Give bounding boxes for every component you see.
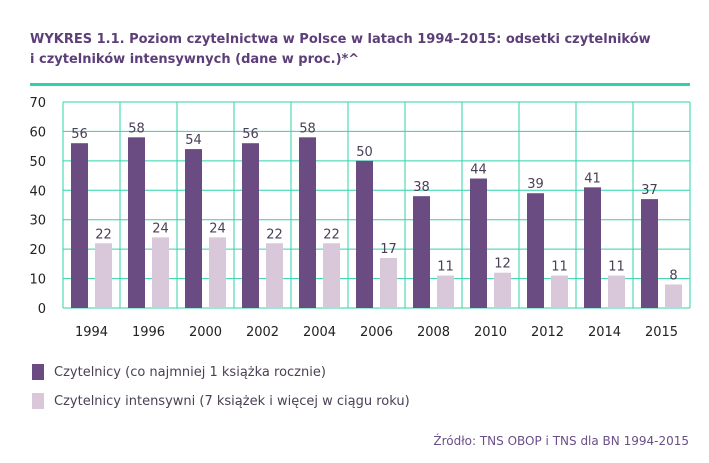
data-label-readers-2002: 56 — [242, 127, 259, 142]
bar-intensive-readers-1996 — [152, 237, 169, 308]
data-label-intensive-readers-2006: 17 — [380, 242, 397, 257]
bar-readers-2014 — [584, 187, 601, 308]
legend-item-readers: Czytelnicy (co najmniej 1 książka roczni… — [32, 363, 326, 381]
legend-swatch-intensive-readers — [32, 393, 44, 409]
bar-chart: 0 10 20 30 40 50 60 70 56 22 1994 58 24 1996 54 24 2000 5… — [29, 96, 691, 340]
data-label-intensive-readers-1996: 24 — [152, 221, 169, 236]
bar-intensive-readers-2000 — [209, 237, 226, 308]
legend-label-readers: Czytelnicy (co najmniej 1 książka roczni… — [54, 364, 326, 380]
data-label-readers-2010: 44 — [470, 163, 487, 178]
data-label-intensive-readers-2002: 22 — [266, 227, 283, 242]
bar-readers-1994 — [71, 143, 88, 308]
y-tick-label-0: 0 — [38, 302, 46, 317]
x-tick-label-2010: 2010 — [474, 325, 507, 340]
x-tick-label-1994: 1994 — [75, 325, 108, 340]
bar-readers-2004 — [299, 137, 316, 308]
bar-intensive-readers-2002 — [266, 243, 283, 308]
y-tick-label-10: 10 — [29, 273, 46, 288]
y-tick-label-20: 20 — [29, 243, 46, 258]
data-label-readers-2006: 50 — [356, 145, 373, 160]
data-label-intensive-readers-2015: 8 — [669, 268, 677, 283]
source-note: Źródło: TNS OBOP i TNS dla BN 1994-2015 — [433, 434, 689, 448]
data-label-intensive-readers-1994: 22 — [95, 227, 112, 242]
legend-label-intensive-readers: Czytelnicy intensywni (7 książek i więce… — [54, 393, 410, 409]
x-tick-label-2002: 2002 — [246, 325, 279, 340]
data-label-intensive-readers-2012: 11 — [551, 260, 568, 275]
data-label-intensive-readers-2010: 12 — [494, 257, 511, 272]
bar-readers-1996 — [128, 137, 145, 308]
bar-intensive-readers-2010 — [494, 272, 511, 308]
title-divider — [30, 83, 690, 86]
bar-intensive-readers-2014 — [608, 275, 625, 308]
bar-readers-2008 — [413, 196, 430, 308]
x-tick-label-2014: 2014 — [588, 325, 621, 340]
x-tick-label-1996: 1996 — [132, 325, 165, 340]
data-label-readers-2015: 37 — [641, 183, 658, 198]
y-tick-label-50: 50 — [29, 155, 46, 170]
chart-title: WYKRES 1.1. Poziom czytelnictwa w Polsce… — [30, 30, 690, 70]
bar-intensive-readers-2004 — [323, 243, 340, 308]
data-label-intensive-readers-2004: 22 — [323, 227, 340, 242]
y-tick-label-40: 40 — [29, 184, 46, 199]
x-tick-label-2012: 2012 — [531, 325, 564, 340]
x-tick-label-2015: 2015 — [645, 325, 678, 340]
bar-intensive-readers-1994 — [95, 243, 112, 308]
bar-readers-2010 — [470, 178, 487, 308]
y-tick-label-30: 30 — [29, 214, 46, 229]
bar-readers-2006 — [356, 160, 373, 308]
bar-intensive-readers-2012 — [551, 275, 568, 308]
chart-title-line-1: WYKRES 1.1. Poziom czytelnictwa w Polsce… — [30, 32, 651, 47]
legend-item-intensive-readers: Czytelnicy intensywni (7 książek i więce… — [32, 392, 410, 410]
data-label-readers-2012: 39 — [527, 177, 544, 192]
data-label-intensive-readers-2008: 11 — [437, 260, 454, 275]
y-tick-label-60: 60 — [29, 125, 46, 140]
data-label-readers-2004: 58 — [299, 121, 316, 136]
x-tick-label-2006: 2006 — [360, 325, 393, 340]
bar-intensive-readers-2006 — [380, 257, 397, 308]
chart-title-line-2: i czytelników intensywnych (dane w proc.… — [30, 52, 360, 67]
data-label-intensive-readers-2000: 24 — [209, 221, 226, 236]
bar-intensive-readers-2008 — [437, 275, 454, 308]
bar-readers-2000 — [185, 149, 202, 308]
x-tick-label-2008: 2008 — [417, 325, 450, 340]
bar-readers-2012 — [527, 193, 544, 308]
data-label-intensive-readers-2014: 11 — [608, 260, 625, 275]
bar-readers-2015 — [641, 199, 658, 308]
y-tick-label-70: 70 — [29, 96, 46, 111]
data-label-readers-1994: 56 — [71, 127, 88, 142]
data-label-readers-2008: 38 — [413, 180, 430, 195]
x-tick-label-2000: 2000 — [189, 325, 222, 340]
bar-readers-2002 — [242, 143, 259, 308]
x-tick-label-2004: 2004 — [303, 325, 336, 340]
legend-swatch-readers — [32, 364, 44, 380]
bar-intensive-readers-2015 — [665, 284, 682, 308]
data-label-readers-2000: 54 — [185, 133, 202, 148]
data-label-readers-2014: 41 — [584, 171, 601, 186]
data-label-readers-1996: 58 — [128, 121, 145, 136]
